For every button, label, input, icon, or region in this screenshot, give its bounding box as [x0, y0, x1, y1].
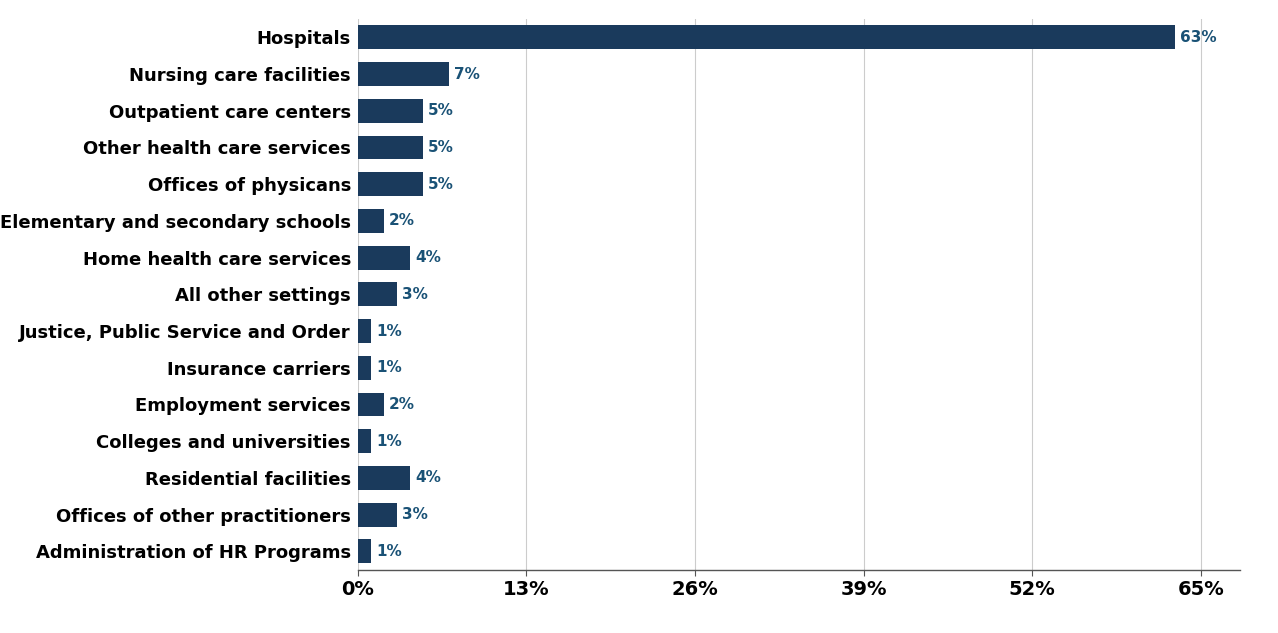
- Text: 2%: 2%: [389, 397, 415, 412]
- Text: 1%: 1%: [376, 544, 401, 559]
- Text: 63%: 63%: [1180, 30, 1217, 45]
- Bar: [358, 99, 423, 123]
- Bar: [358, 25, 1174, 49]
- Bar: [358, 62, 449, 86]
- Text: 7%: 7%: [454, 66, 479, 82]
- Text: 4%: 4%: [415, 250, 441, 265]
- Bar: [358, 539, 371, 563]
- Text: 5%: 5%: [428, 103, 454, 118]
- Bar: [358, 319, 371, 343]
- Text: 4%: 4%: [415, 470, 441, 486]
- Bar: [358, 172, 423, 196]
- Text: 3%: 3%: [403, 507, 428, 522]
- Bar: [358, 209, 383, 233]
- Text: 2%: 2%: [389, 213, 415, 229]
- Bar: [358, 356, 371, 380]
- Text: 5%: 5%: [428, 177, 454, 192]
- Text: 3%: 3%: [403, 287, 428, 302]
- Text: 1%: 1%: [376, 323, 401, 339]
- Bar: [358, 503, 396, 527]
- Bar: [358, 135, 423, 160]
- Text: 1%: 1%: [376, 360, 401, 375]
- Bar: [358, 429, 371, 453]
- Bar: [358, 466, 410, 490]
- Bar: [358, 392, 383, 417]
- Bar: [358, 282, 396, 306]
- Text: 1%: 1%: [376, 434, 401, 449]
- Bar: [358, 246, 410, 270]
- Text: 5%: 5%: [428, 140, 454, 155]
